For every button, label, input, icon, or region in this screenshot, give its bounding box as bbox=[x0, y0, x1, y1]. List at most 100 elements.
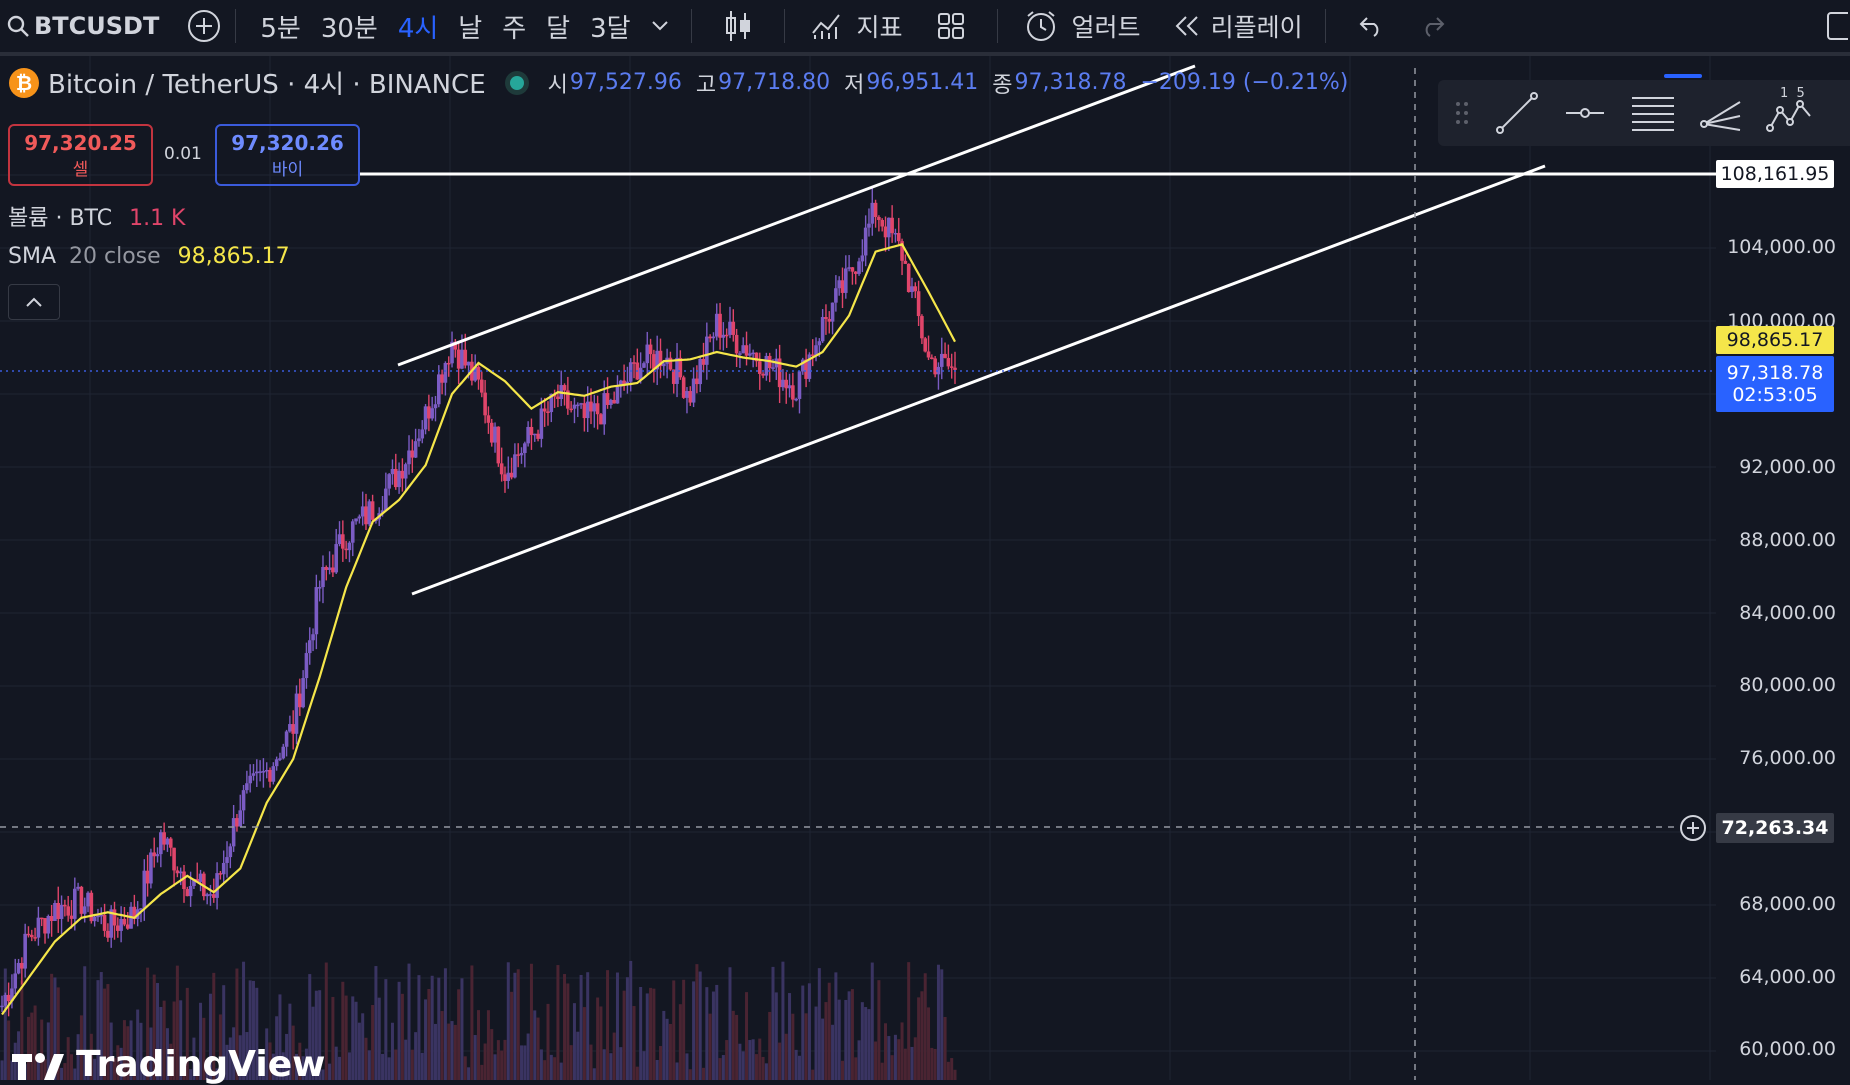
timeframe-month[interactable]: 달 bbox=[546, 13, 571, 44]
volume-bar bbox=[731, 1010, 735, 1080]
volume-bar bbox=[7, 1020, 11, 1080]
candle-body bbox=[403, 464, 408, 479]
candle-body bbox=[496, 426, 501, 464]
volume-bar bbox=[324, 962, 328, 1080]
volume-bar bbox=[116, 1045, 120, 1080]
volume-bar bbox=[387, 1057, 391, 1080]
fib-fan-tool-icon[interactable] bbox=[1698, 90, 1744, 136]
volume-bar bbox=[347, 1052, 351, 1080]
timeframe-3month[interactable]: 3달 bbox=[590, 13, 631, 44]
volume-bar bbox=[132, 1066, 136, 1080]
grid-layout-icon bbox=[937, 13, 964, 39]
pattern-tool[interactable]: 1 5 bbox=[1766, 86, 1814, 136]
sma-legend[interactable]: SMA 20 close 98,865.17 bbox=[8, 244, 290, 269]
drag-handle-icon[interactable] bbox=[1452, 98, 1472, 128]
timeframe-30m[interactable]: 30분 bbox=[320, 13, 378, 44]
timeframe-4h[interactable]: 4시 bbox=[397, 13, 439, 44]
volume-bar bbox=[311, 1006, 315, 1080]
volume-bar bbox=[433, 1023, 437, 1080]
candle-body bbox=[625, 381, 630, 385]
volume-bar bbox=[536, 1017, 540, 1080]
volume-bar bbox=[367, 1050, 371, 1080]
volume-bar bbox=[60, 1067, 64, 1080]
collapse-legend-button[interactable] bbox=[8, 284, 60, 320]
symbol-search[interactable]: BTCUSDT bbox=[6, 0, 159, 52]
volume-bar bbox=[884, 1023, 888, 1080]
alert-button[interactable]: 얼러트 bbox=[1024, 0, 1141, 52]
candle-body bbox=[102, 914, 107, 931]
undo-button[interactable] bbox=[1358, 0, 1384, 52]
fib-retracement-tool-icon[interactable] bbox=[1630, 90, 1676, 136]
volume-bar bbox=[377, 997, 381, 1080]
horizontal-ray-tool-icon[interactable] bbox=[1562, 90, 1608, 136]
timeframe-dropdown[interactable] bbox=[651, 0, 669, 52]
volume-bar bbox=[242, 961, 246, 1080]
volume-bar bbox=[682, 979, 686, 1080]
volume-bar bbox=[877, 980, 881, 1080]
volume-bar bbox=[248, 980, 252, 1080]
candle-body bbox=[76, 886, 80, 889]
candle-body bbox=[298, 693, 302, 708]
sma-line bbox=[1, 242, 956, 1016]
channel-upper-line[interactable] bbox=[397, 64, 1196, 367]
candle-body bbox=[853, 271, 858, 274]
candle-body bbox=[893, 232, 898, 235]
candle-body bbox=[281, 746, 286, 759]
chart-type-button[interactable] bbox=[724, 0, 752, 52]
symbol-title[interactable]: Bitcoin / TetherUS · 4시 · BINANCE bbox=[48, 70, 486, 100]
volume-bar bbox=[880, 1062, 884, 1080]
volume-bar bbox=[331, 996, 335, 1080]
timeframe-5m[interactable]: 5분 bbox=[260, 13, 301, 44]
channel-lower-line[interactable] bbox=[411, 164, 1546, 596]
redo-button[interactable] bbox=[1420, 0, 1446, 52]
divider bbox=[690, 9, 692, 43]
volume-bar bbox=[629, 960, 633, 1080]
candle-body bbox=[433, 404, 438, 409]
candle-body bbox=[79, 886, 84, 914]
trend-line-tool-icon[interactable] bbox=[1494, 90, 1540, 136]
timeframe-day[interactable]: 날 bbox=[458, 13, 483, 44]
volume-legend[interactable]: 볼륨 · BTC 1.1 K bbox=[8, 200, 186, 232]
last-price-value: 97,318.78 bbox=[1726, 362, 1824, 384]
replay-button[interactable]: 리플레이 bbox=[1173, 0, 1303, 52]
fullscreen-button[interactable] bbox=[1826, 0, 1848, 52]
candle-body bbox=[72, 888, 77, 919]
candle-body bbox=[781, 379, 785, 388]
timeframe-week[interactable]: 주 bbox=[502, 13, 527, 44]
volume-bar bbox=[897, 1039, 901, 1080]
candle-body bbox=[400, 470, 405, 479]
market-status-icon[interactable] bbox=[509, 75, 524, 90]
chart-legend: ₿ Bitcoin / TetherUS · 4시 · BINANCE 시 97,… bbox=[8, 64, 1362, 101]
volume-bar bbox=[73, 1068, 77, 1080]
buy-button[interactable]: 97,320.26 바이 bbox=[215, 124, 360, 186]
sell-button[interactable]: 97,320.25 셀 bbox=[8, 124, 153, 186]
candle-body bbox=[162, 832, 166, 845]
volume-bar bbox=[563, 974, 567, 1080]
candle-body bbox=[615, 386, 620, 404]
candle-body bbox=[589, 401, 593, 412]
open-label: 시 bbox=[547, 72, 568, 98]
volume-bar bbox=[913, 1037, 917, 1080]
compare-button[interactable] bbox=[187, 0, 221, 52]
candle-body bbox=[476, 366, 481, 380]
volume-bar bbox=[43, 1059, 47, 1080]
volume-bar bbox=[715, 984, 719, 1080]
candle-body bbox=[675, 357, 679, 384]
layouts-button[interactable] bbox=[937, 0, 965, 52]
candle-body bbox=[595, 403, 600, 415]
volume-bar bbox=[649, 987, 653, 1080]
add-alert-button[interactable] bbox=[1678, 813, 1708, 843]
candle-body bbox=[784, 379, 789, 389]
candle-body bbox=[112, 909, 117, 926]
candle-body bbox=[748, 353, 752, 356]
spread-value: 0.01 bbox=[164, 144, 202, 164]
volume-bar bbox=[109, 1022, 113, 1080]
indicators-button[interactable]: 지표 bbox=[811, 0, 903, 52]
candle-body bbox=[10, 988, 14, 1002]
volume-bar bbox=[741, 1051, 745, 1080]
volume-bar bbox=[215, 1068, 219, 1080]
candle-body bbox=[106, 930, 110, 938]
tradingview-watermark[interactable]: TradingView bbox=[10, 1044, 325, 1085]
volume-bar bbox=[586, 972, 590, 1080]
